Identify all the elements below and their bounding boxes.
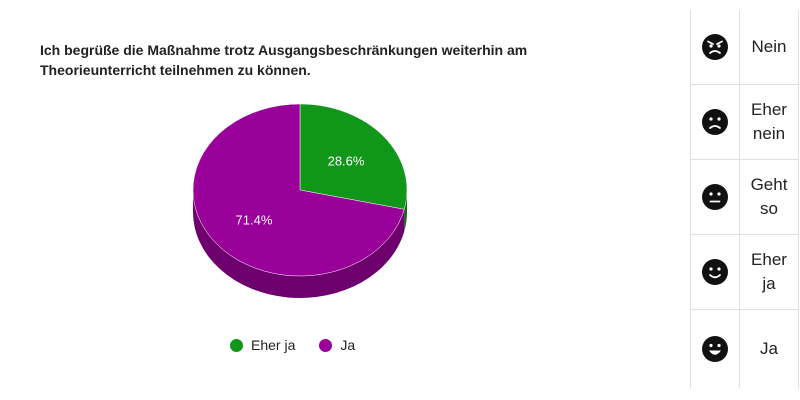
pie-side-ja (193, 190, 405, 299)
chart-title: Ich begrüße die Maßnahme trotz Ausgangsb… (40, 42, 528, 78)
scale-face-cell (691, 10, 740, 84)
scale-label: Geht so (750, 175, 788, 218)
rating-scale-panel: Nein Eher nein Geht so (690, 10, 799, 388)
scale-row-geht-so: Geht so (691, 160, 798, 235)
scale-label: Eher ja (751, 250, 787, 293)
angry-face-icon (702, 34, 728, 60)
scale-row-eher-ja: Eher ja (691, 235, 798, 310)
scale-face-cell (691, 235, 740, 309)
pie-value-label: 28.6% (328, 154, 365, 169)
scale-face-cell (691, 160, 740, 234)
legend-label: Eher ja (251, 337, 296, 353)
smiling-face-icon (702, 259, 728, 285)
scale-label: Ja (760, 339, 778, 358)
legend: Eher ja Ja (230, 335, 379, 355)
pie-chart: 28.6% 71.4% (192, 103, 408, 299)
pie-slice-eher-ja[interactable] (299, 103, 408, 210)
scale-row-eher-nein: Eher nein (691, 85, 798, 160)
legend-item-eher-ja[interactable]: Eher ja (230, 337, 295, 353)
neutral-face-icon (702, 184, 728, 210)
pie-value-label: 71.4% (236, 212, 273, 227)
scale-face-cell (691, 85, 740, 159)
legend-swatch (319, 338, 333, 352)
scale-label: Eher nein (751, 100, 787, 143)
chart-area: 28.6% 71.4% Ich begrüße die Maßnahme trot… (40, 42, 528, 355)
scale-label: Nein (751, 37, 787, 56)
pie-slice-ja[interactable] (192, 103, 405, 277)
grinning-face-icon (702, 336, 728, 362)
scale-row-ja: Ja (691, 310, 798, 388)
scale-face-cell (691, 310, 740, 388)
legend-label: Ja (340, 337, 356, 353)
frowning-face-icon (702, 109, 728, 135)
legend-swatch (230, 338, 243, 352)
scale-row-nein: Nein (691, 10, 798, 85)
legend-item-ja[interactable]: Ja (319, 337, 355, 353)
